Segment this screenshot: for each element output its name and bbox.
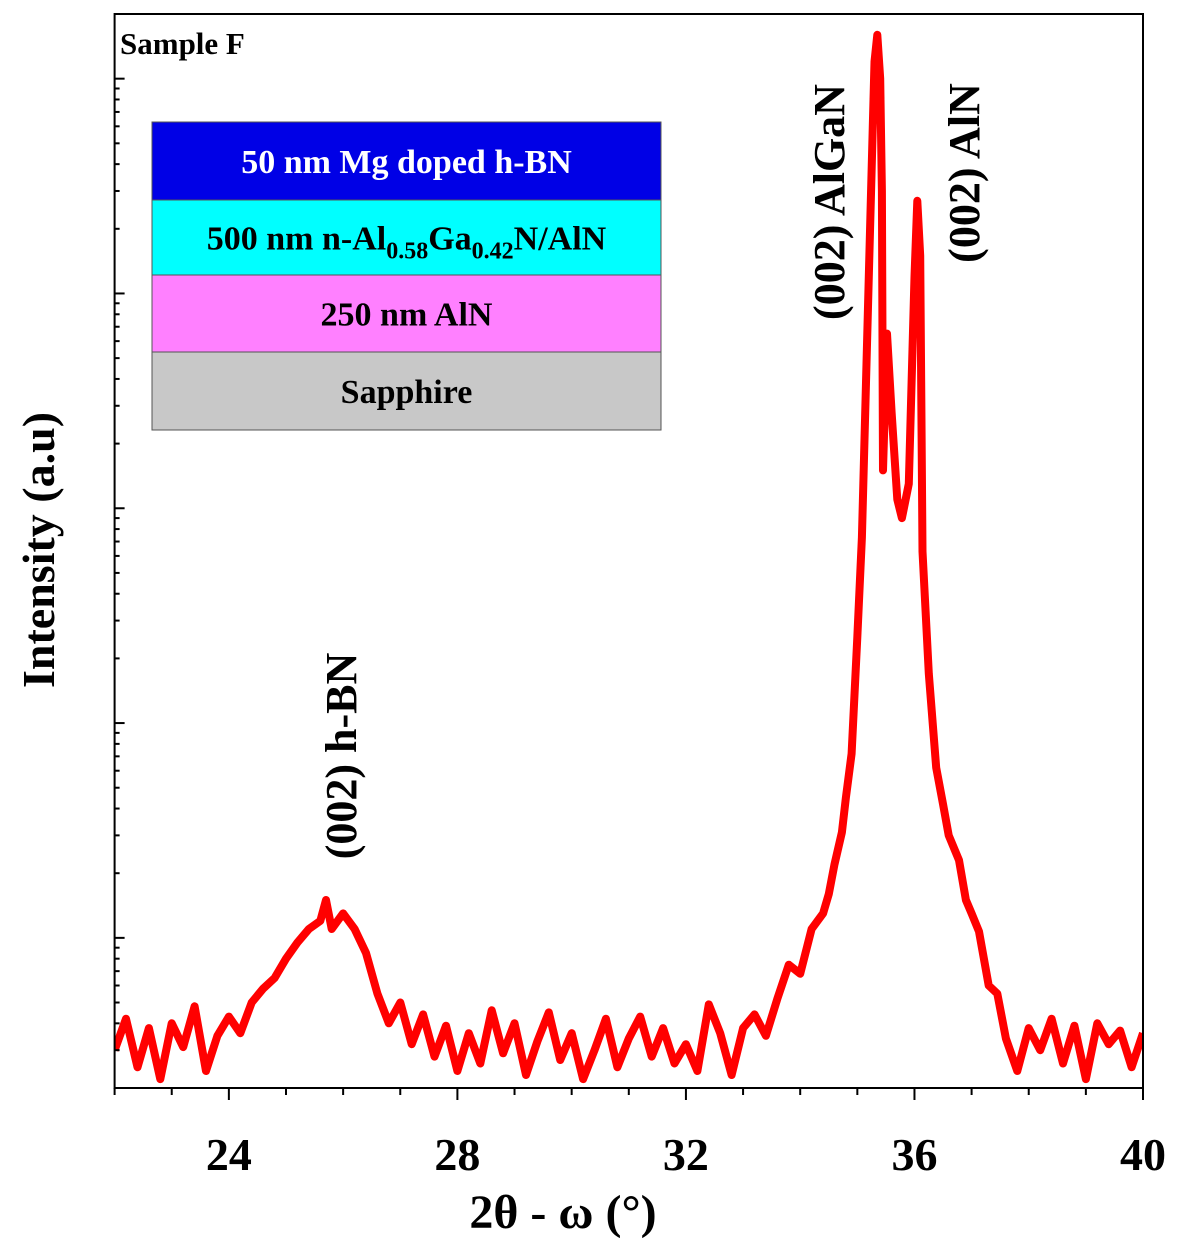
layer-label: 50 nm Mg doped h-BN	[241, 144, 572, 181]
sample-label: Sample F	[120, 26, 245, 61]
x-tick-label: 40	[1120, 1129, 1166, 1180]
layer-2	[151, 274, 662, 353]
x-axis-label: 2θ - ω (°)	[469, 1186, 656, 1239]
layer-label: 250 nm AlN	[321, 297, 493, 334]
layer-1	[151, 199, 662, 276]
layer-label-part: 0.58	[386, 239, 428, 265]
layer-label-part: Ga	[428, 221, 471, 258]
x-tick-label: 36	[891, 1129, 937, 1180]
x-tick-label: 32	[663, 1129, 709, 1180]
layer-label: Sapphire	[341, 374, 473, 411]
layer-0	[151, 121, 662, 201]
data-series-line	[114, 30, 1144, 1084]
y-axis-label: Intensity (a.u)	[13, 412, 64, 688]
layer-label-part: 500 nm n-Al	[207, 221, 386, 258]
layer-stack-inset: 50 nm Mg doped h-BN 500 nm n-Al0.58Ga0.42…	[151, 121, 662, 431]
x-tick-label: 28	[434, 1129, 480, 1180]
layer-label-part: N/AlN	[514, 221, 607, 258]
annotation-aln: (002) AlN	[940, 83, 989, 263]
layer-label-part: 0.42	[472, 239, 514, 265]
layer-3	[151, 351, 662, 431]
annotation-algan: (002) AlGaN	[805, 84, 854, 320]
layer-label: 500 nm n-Al0.58Ga0.42N/AlN	[207, 221, 607, 265]
x-tick-label: 24	[206, 1129, 252, 1180]
annotation-hbn: (002) h-BN	[317, 653, 366, 860]
